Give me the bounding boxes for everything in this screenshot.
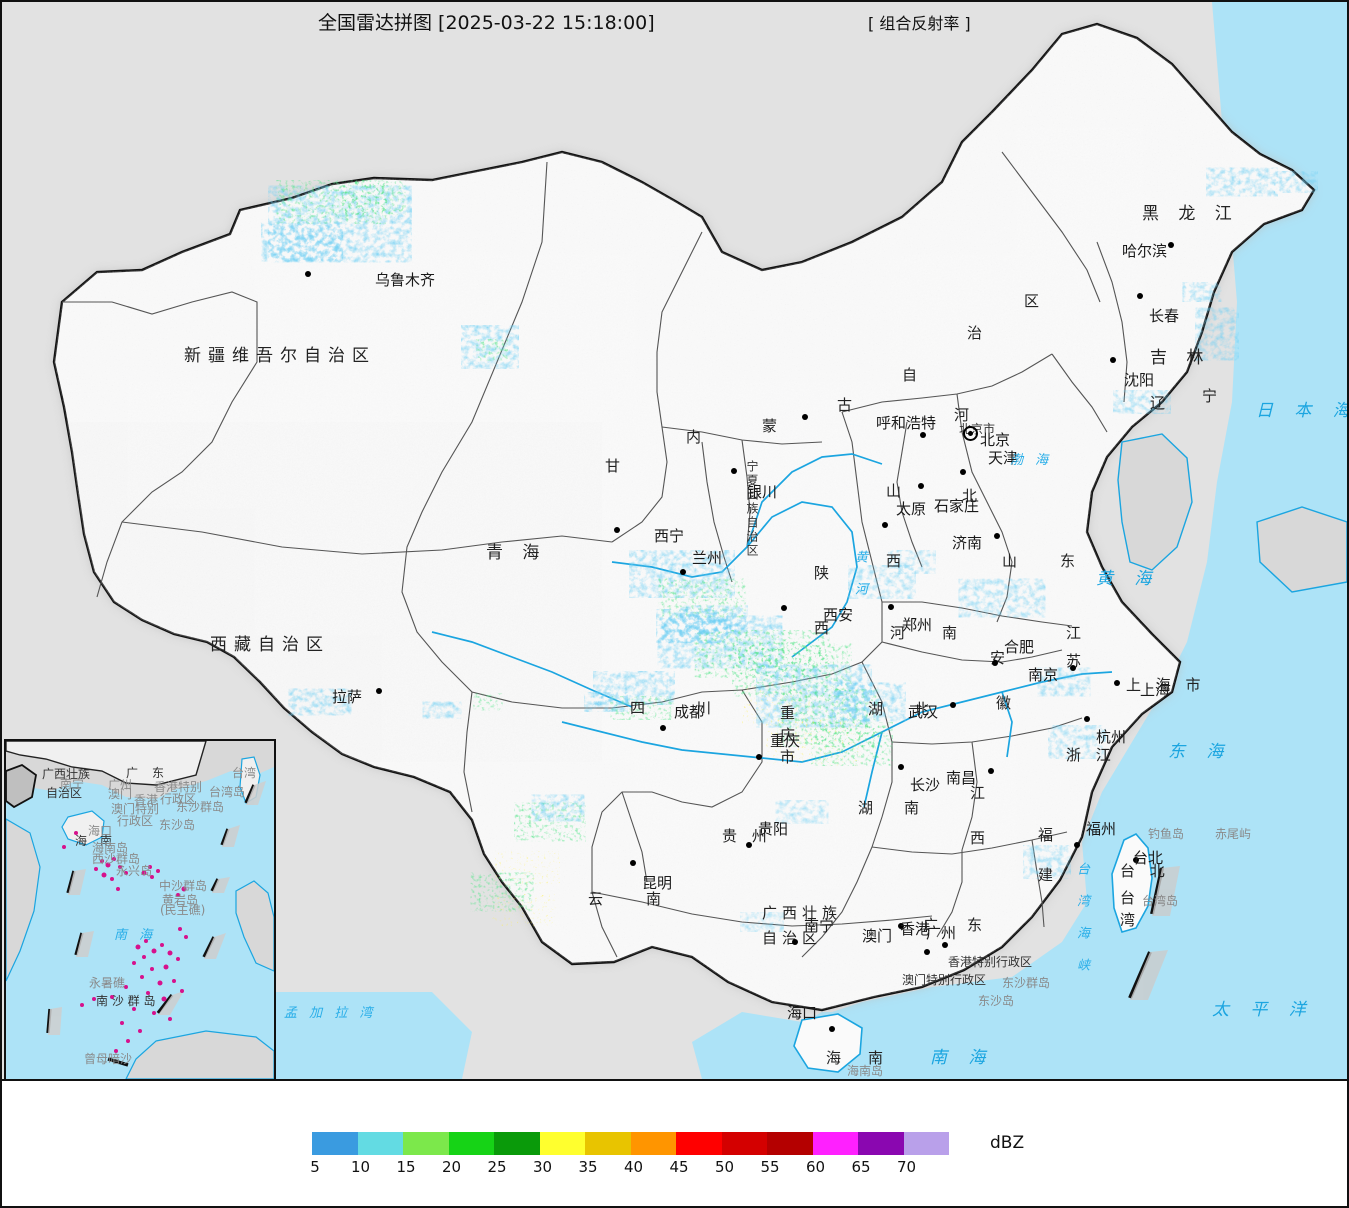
city-dot: [1114, 680, 1120, 686]
colorbar-cell-10: [357, 1132, 403, 1155]
city-dot: [988, 768, 994, 774]
inset-reefs: [62, 831, 188, 1053]
inset-geometry: [6, 741, 274, 1079]
inset-dash-shadow: [48, 781, 266, 1035]
ocean-south: [702, 1012, 1347, 1079]
tick-15: 15: [396, 1158, 416, 1176]
colorbar-cell-70: [903, 1132, 949, 1155]
south-china-sea-inset[interactable]: 广西壮族 自治区 南宁广东广州 香港特别 行政区 澳门特别 行政区 澳门 香港 台湾 台湾岛 东沙群岛…: [4, 739, 276, 1079]
dbz-colorbar[interactable]: [312, 1132, 949, 1155]
inset-indochina: [6, 818, 41, 982]
colorbar-cell-50: [721, 1132, 767, 1155]
city-dot: [992, 660, 998, 666]
tick-35: 35: [578, 1158, 598, 1176]
colorbar-cell-35: [585, 1132, 631, 1155]
taiwan-island: [1111, 833, 1153, 933]
ocean-bengal: [232, 992, 472, 1079]
city-dot: [802, 414, 808, 420]
city-dot: [888, 604, 894, 610]
tick-65: 65: [851, 1158, 871, 1176]
ocean-east: [692, 2, 1347, 1079]
city-dot: [1110, 357, 1116, 363]
inset-hainan: [61, 810, 105, 846]
city-dot: [960, 469, 966, 475]
colorbar-cell-45: [676, 1132, 722, 1155]
tick-50: 50: [714, 1158, 735, 1176]
city-dot: [829, 1026, 835, 1032]
city-dot: [1168, 242, 1174, 248]
tick-25: 25: [487, 1158, 507, 1176]
city-dot: [950, 702, 956, 708]
city-dot: [630, 860, 636, 866]
city-dot: [1074, 842, 1080, 848]
city-dot: [756, 754, 762, 760]
colorbar-cell-60: [812, 1132, 858, 1155]
colorbar-cell-15: [403, 1132, 449, 1155]
japan-kyushu: [1256, 506, 1347, 593]
city-dot: [898, 764, 904, 770]
tick-70: 70: [896, 1158, 917, 1176]
tick-5: 5: [310, 1158, 320, 1176]
city-dot: [1133, 857, 1139, 863]
city-dot: [614, 527, 620, 533]
colorbar-cell-30: [539, 1132, 585, 1155]
tick-10: 10: [350, 1158, 371, 1176]
capital-marker-beijing: [963, 426, 978, 441]
tick-55: 55: [760, 1158, 780, 1176]
colorbar-cell-25: [494, 1132, 540, 1155]
korea-peninsula: [1117, 433, 1193, 571]
dash-shadow: [1130, 866, 1180, 1000]
colorbar-cell-20: [448, 1132, 494, 1155]
hainan-island: [793, 1013, 863, 1073]
city-dot: [1084, 716, 1090, 722]
city-dot: [1137, 293, 1143, 299]
colorbar-cell-55: [767, 1132, 813, 1155]
city-dot: [882, 522, 888, 528]
city-dot: [781, 605, 787, 611]
colorbar-cell-40: [630, 1132, 676, 1155]
legend-title: 全国雷达拼图 [2025-03-22 15:18:00]: [318, 12, 655, 34]
colorbar-cell-5: [312, 1132, 358, 1155]
inset-borneo: [125, 1030, 274, 1079]
city-dot: [376, 688, 382, 694]
city-dot: [920, 432, 926, 438]
tick-30: 30: [532, 1158, 553, 1176]
city-dot: [660, 725, 666, 731]
city-dot: [994, 533, 1000, 539]
inset-border-sw: [6, 763, 37, 809]
tick-40: 40: [623, 1158, 644, 1176]
city-dot: [942, 942, 948, 948]
city-dot: [1070, 665, 1076, 671]
city-dot: [792, 939, 798, 945]
radar-echoes: [268, 170, 1314, 930]
tick-20: 20: [441, 1158, 462, 1176]
dbz-tick-labels: 5 10 15 20 25 30 35 40 45 50 55 60 65 70: [310, 1158, 1012, 1178]
nine-dash-line: [1128, 867, 1164, 999]
dbz-unit-label: dBZ: [990, 1133, 1025, 1153]
tick-60: 60: [805, 1158, 826, 1176]
inset-nine-dash-line: [46, 784, 256, 1067]
city-dot: [898, 923, 904, 929]
legend-product-label: [ 组合反射率 ]: [868, 14, 971, 33]
inset-philippines: [235, 880, 274, 972]
city-dot: [305, 271, 311, 277]
city-dot: [731, 468, 737, 474]
city-dot: [746, 842, 752, 848]
city-dot: [918, 483, 924, 489]
tick-45: 45: [669, 1158, 689, 1176]
colorbar-cell-65: [858, 1132, 904, 1155]
inset-china-south: [6, 741, 207, 786]
city-dot: [680, 569, 686, 575]
china-radar-map[interactable]: 新疆维吾尔自治区 西藏自治区青 海甘内蒙古自治区黑 龙 江吉 林宁辽河北山西山东陕…: [0, 0, 1349, 1081]
city-dot: [924, 949, 930, 955]
